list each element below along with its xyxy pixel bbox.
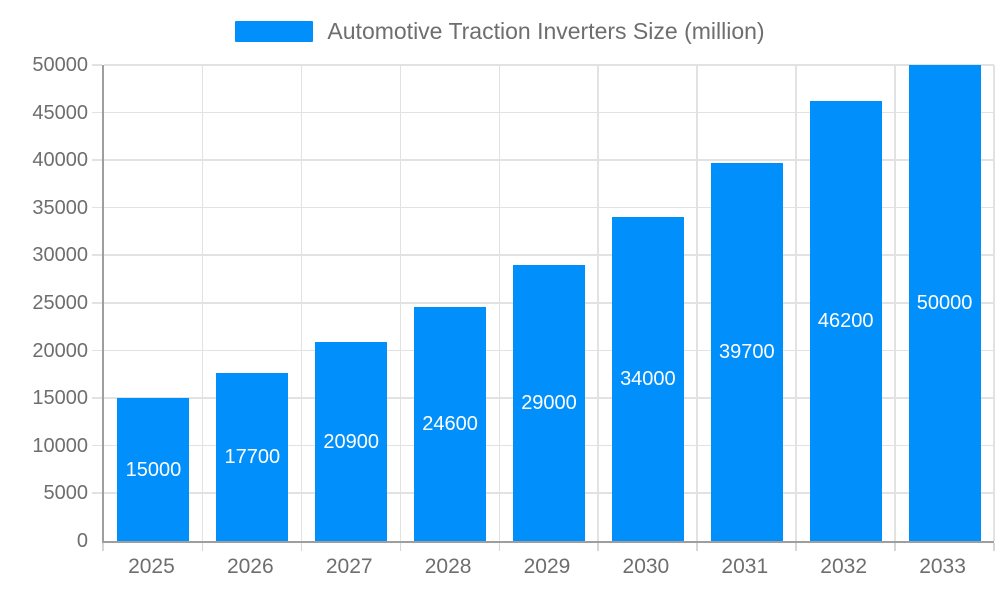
- y-axis-tick: [92, 254, 102, 256]
- y-axis-tick: [92, 64, 102, 66]
- bar-2027: 20900: [315, 342, 388, 541]
- gridline-vertical: [894, 65, 896, 541]
- x-axis-label-2027: 2027: [325, 555, 373, 578]
- y-axis-tick: [92, 206, 102, 209]
- legend-swatch-icon: [235, 20, 314, 42]
- gridline-vertical: [300, 65, 303, 541]
- x-axis-tick: [993, 543, 995, 551]
- bar-value-label: 29000: [521, 391, 577, 414]
- y-axis-tick: [92, 302, 102, 304]
- plot-area: 15000 17700 20900 24600 29000 34000 39700 46200…: [92, 64, 995, 551]
- gridline-horizontal: [104, 64, 994, 66]
- y-axis-label: 15000: [32, 387, 88, 410]
- x-axis-tick: [795, 543, 797, 551]
- x-axis-tick: [201, 543, 204, 551]
- gridline-horizontal: [104, 111, 994, 114]
- y-axis-label: 50000: [32, 54, 88, 76]
- y-axis-tick: [92, 492, 102, 494]
- gridline-vertical: [399, 65, 402, 541]
- y-axis-label: 20000: [32, 339, 88, 362]
- gridline-horizontal: [104, 206, 994, 209]
- y-axis-label: 0: [76, 530, 88, 552]
- bar-2028: 24600: [414, 306, 487, 541]
- y-axis-label: 40000: [32, 149, 88, 172]
- x-axis-label-2031: 2031: [721, 555, 769, 578]
- chart-legend-item[interactable]: Automotive Traction Inverters Size (mill…: [0, 16, 1000, 46]
- y-axis-label: 25000: [32, 292, 88, 314]
- y-axis-tick: [92, 111, 102, 114]
- y-axis-tick: [92, 444, 102, 447]
- gridline-horizontal: [104, 159, 994, 161]
- x-axis-label-2025: 2025: [128, 555, 175, 578]
- y-axis-tick: [92, 397, 102, 399]
- bar-value-label: 17700: [224, 445, 281, 468]
- gridline-vertical: [795, 65, 797, 541]
- gridline-horizontal: [104, 254, 994, 256]
- bar-value-label: 24600: [422, 412, 478, 435]
- bar-value-label: 39700: [718, 341, 775, 364]
- x-axis-tick: [498, 543, 501, 551]
- x-axis-tick: [102, 543, 104, 551]
- y-axis-tick: [92, 159, 102, 161]
- legend-label: Automotive Traction Inverters Size (mill…: [327, 17, 765, 44]
- x-axis-tick: [894, 543, 896, 551]
- gridline-vertical: [993, 65, 995, 541]
- y-axis-label: 35000: [32, 196, 88, 219]
- bar-2033: 50000: [908, 65, 981, 541]
- gridline-vertical: [498, 65, 501, 541]
- bar-value-label: 15000: [125, 458, 182, 481]
- y-axis-label: 5000: [43, 482, 89, 505]
- bar-2030: 34000: [611, 217, 684, 541]
- bar-2026: 17700: [216, 372, 289, 541]
- y-axis-tick: [92, 349, 102, 352]
- y-axis-label: 30000: [32, 244, 88, 267]
- bar-2025: 15000: [117, 398, 190, 541]
- x-axis-tick: [300, 543, 303, 551]
- x-axis-tick: [399, 543, 402, 551]
- bar-2031: 39700: [710, 163, 783, 541]
- x-axis-tick: [696, 543, 698, 551]
- bar-value-label: 34000: [620, 368, 676, 391]
- bar-2029: 29000: [513, 264, 585, 541]
- bar-value-label: 20900: [323, 430, 380, 453]
- bar-2032: 46200: [809, 101, 882, 541]
- x-axis-tick: [597, 543, 599, 551]
- x-axis-label-2030: 2030: [622, 555, 670, 578]
- gridline-vertical: [597, 65, 599, 541]
- x-axis-label-2033: 2033: [919, 555, 966, 578]
- x-axis-label-2032: 2032: [820, 555, 868, 578]
- gridline-vertical: [696, 65, 698, 541]
- bar-value-label: 46200: [817, 310, 874, 333]
- x-axis-label-2029: 2029: [523, 555, 571, 578]
- y-axis-label: 10000: [32, 434, 88, 457]
- x-axis-label-2026: 2026: [226, 555, 274, 578]
- x-axis-label-2028: 2028: [424, 555, 472, 578]
- gridline-vertical: [201, 65, 204, 541]
- bar-value-label: 50000: [916, 292, 973, 314]
- y-axis-label: 45000: [32, 101, 88, 124]
